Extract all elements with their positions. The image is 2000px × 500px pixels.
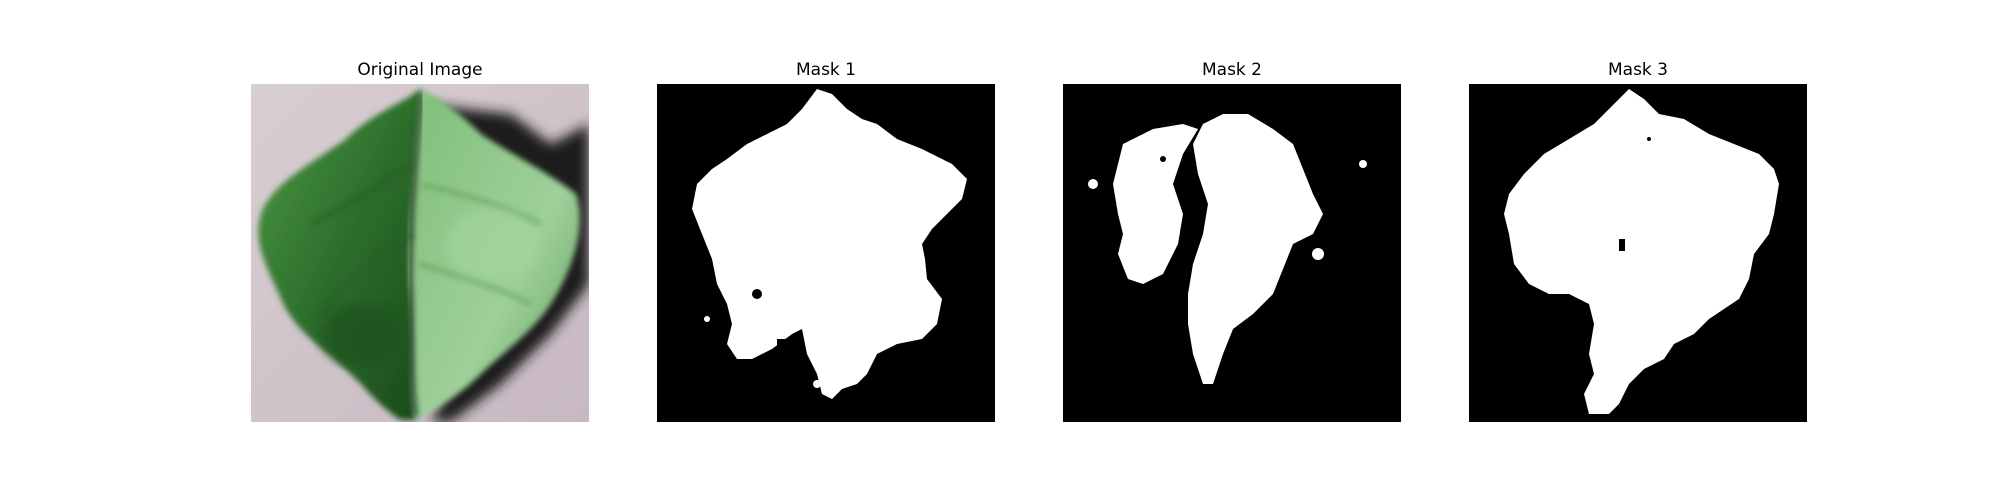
- mask-3-title: Mask 3: [1607, 60, 1668, 80]
- mask-3-panel: Mask 3: [1469, 0, 1807, 500]
- original-image: [251, 84, 589, 422]
- mask-2-panel: Mask 2: [1063, 0, 1401, 500]
- mask-1-image: [657, 84, 995, 422]
- mask-2-image: [1063, 84, 1401, 422]
- mask-2-title: Mask 2: [1201, 60, 1262, 80]
- mask-1-panel: Mask 1: [657, 0, 995, 500]
- original-image-panel: Original Image: [251, 0, 589, 500]
- original-image-title: Original Image: [357, 60, 483, 80]
- mask-1-title: Mask 1: [795, 60, 856, 80]
- mask-3-image: [1469, 84, 1807, 422]
